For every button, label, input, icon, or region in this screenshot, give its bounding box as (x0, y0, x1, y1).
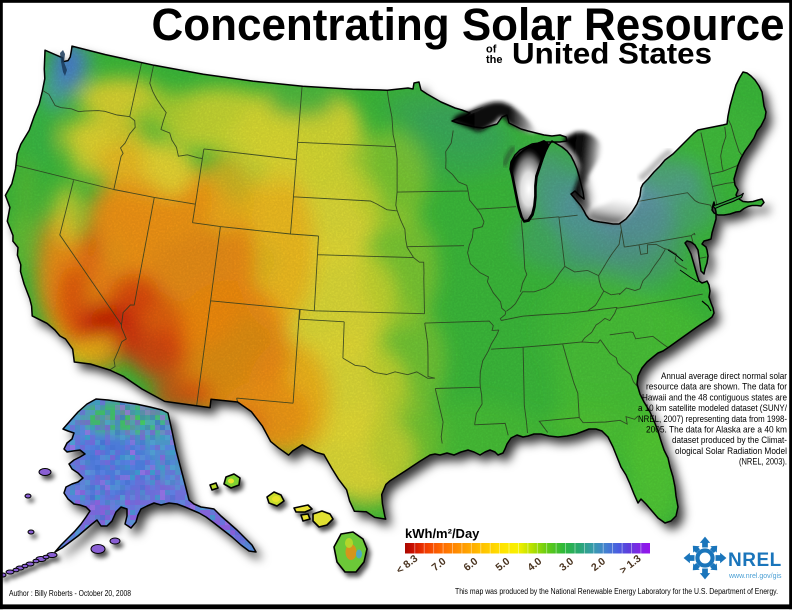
svg-text:NREL: NREL (728, 550, 782, 571)
svg-text:Hawaii and the 48 contiguous s: Hawaii and the 48 contiguous states are (642, 392, 787, 403)
svg-text:Concentrating Solar Resource: Concentrating Solar Resource (152, 0, 785, 50)
svg-text:(NREL, 2003).: (NREL, 2003). (739, 457, 787, 468)
svg-text:the: the (486, 54, 503, 66)
svg-text:resource data are shown. The: resource data are shown. The data for (646, 382, 787, 393)
svg-text:NREL, 2007) representing data: NREL, 2007) representing data from 1998- (638, 414, 787, 425)
svg-text:of: of (486, 44, 497, 56)
svg-text:This map was produced by the N: This map was produced by the National Re… (455, 587, 778, 596)
svg-text:dataset produced by the Climat: dataset produced by the Climat- (672, 435, 787, 446)
svg-text:2005. The data for Alaska are: 2005. The data for Alaska are a 40 km (646, 425, 787, 436)
svg-text:www.nrel.gov/gis: www.nrel.gov/gis (728, 573, 782, 580)
svg-text:ological Solar Radiation Model: ological Solar Radiation Model (675, 446, 787, 457)
svg-text:a 10 km satellite modeled data: a 10 km satellite modeled dataset (SUNY/ (638, 403, 787, 414)
svg-text:Annual average direct normal s: Annual average direct normal solar (661, 371, 787, 382)
svg-text:kWh/m²/Day: kWh/m²/Day (405, 526, 480, 541)
svg-text:United States: United States (512, 38, 712, 71)
svg-text:Author : Billy Roberts - Octob: Author : Billy Roberts - October 20, 200… (9, 589, 131, 598)
